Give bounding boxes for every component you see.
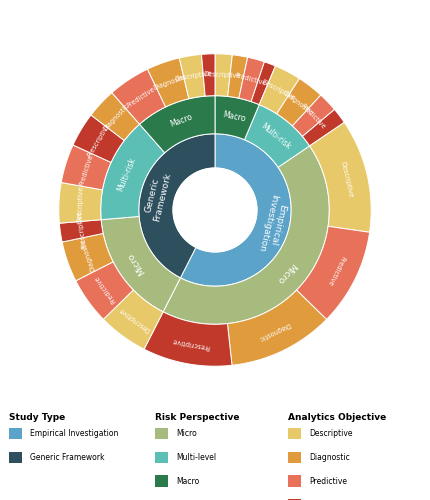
Text: Generic
Framework: Generic Framework [142, 170, 173, 223]
Bar [288, 499, 301, 500]
Text: Empirical
Investigation: Empirical Investigation [256, 193, 289, 254]
Text: Multi-risk: Multi-risk [116, 156, 138, 193]
Text: Macro: Macro [169, 112, 194, 129]
Polygon shape [245, 104, 310, 168]
Polygon shape [181, 134, 291, 286]
Bar [155, 476, 168, 486]
Text: Descriptive: Descriptive [260, 79, 296, 102]
Polygon shape [277, 78, 321, 126]
Polygon shape [202, 54, 215, 96]
Text: Analytics Objective: Analytics Objective [288, 412, 386, 422]
Polygon shape [62, 234, 113, 281]
Polygon shape [292, 95, 335, 136]
Polygon shape [215, 96, 259, 140]
Polygon shape [227, 290, 326, 366]
Text: Descriptive: Descriptive [204, 71, 241, 79]
Text: Predictive: Predictive [234, 72, 267, 86]
Text: Micro: Micro [176, 429, 197, 438]
Text: Descriptive: Descriptive [175, 70, 212, 83]
Polygon shape [101, 216, 181, 312]
Polygon shape [103, 290, 163, 349]
Text: Empirical Investigation: Empirical Investigation [30, 429, 119, 438]
Polygon shape [76, 262, 133, 320]
Polygon shape [302, 110, 344, 146]
Text: Prescriptive: Prescriptive [171, 336, 210, 349]
Polygon shape [163, 146, 329, 324]
Text: Descriptive: Descriptive [310, 429, 353, 438]
Text: Generic Framework: Generic Framework [30, 453, 104, 462]
Text: Descriptive: Descriptive [118, 306, 152, 332]
Bar [288, 452, 301, 463]
Text: Micro: Micro [126, 250, 147, 276]
Text: Diagnostic: Diagnostic [102, 103, 130, 132]
Text: Diagnostic: Diagnostic [282, 90, 313, 116]
Polygon shape [101, 124, 165, 220]
Text: Diagnostic: Diagnostic [310, 453, 350, 462]
Polygon shape [179, 54, 205, 98]
Polygon shape [112, 69, 166, 124]
Bar [9, 452, 22, 463]
Text: Multi-risk: Multi-risk [258, 122, 292, 151]
Bar [288, 428, 301, 439]
Polygon shape [215, 54, 232, 96]
Text: Predictive: Predictive [326, 254, 346, 286]
Text: Micro: Micro [275, 261, 298, 285]
Circle shape [173, 168, 257, 252]
Text: Diagnostic: Diagnostic [153, 74, 187, 91]
Text: Prescriptive: Prescriptive [86, 122, 112, 158]
Text: Study Type: Study Type [9, 412, 65, 422]
Polygon shape [91, 92, 140, 140]
Text: Macro: Macro [176, 476, 200, 486]
Text: Predictive: Predictive [125, 86, 156, 108]
Polygon shape [239, 58, 264, 102]
Bar [155, 428, 168, 439]
Text: Prescriptive: Prescriptive [75, 210, 87, 249]
Text: Multi-level: Multi-level [176, 453, 216, 462]
Bar [288, 476, 301, 486]
Polygon shape [140, 96, 215, 153]
Polygon shape [59, 182, 102, 223]
Text: Predictive: Predictive [78, 153, 94, 186]
Polygon shape [59, 220, 103, 242]
Polygon shape [251, 62, 276, 104]
Polygon shape [228, 55, 248, 98]
Polygon shape [73, 115, 124, 162]
Bar [155, 452, 168, 463]
Polygon shape [297, 226, 370, 320]
Text: Descriptive: Descriptive [340, 161, 354, 198]
Text: Descriptive: Descriptive [76, 185, 84, 222]
Polygon shape [147, 58, 189, 107]
Text: Diagnostic: Diagnostic [79, 238, 96, 272]
Polygon shape [61, 145, 111, 190]
Bar [9, 428, 22, 439]
Text: Risk Perspective: Risk Perspective [155, 412, 240, 422]
Text: Macro: Macro [221, 110, 246, 124]
Text: Predictive: Predictive [310, 476, 347, 486]
Text: Predictive: Predictive [299, 102, 326, 130]
Polygon shape [139, 134, 215, 278]
Polygon shape [259, 66, 299, 114]
Text: Predictive: Predictive [93, 274, 117, 304]
Text: Diagnostic: Diagnostic [257, 322, 291, 342]
Polygon shape [310, 122, 371, 232]
Polygon shape [144, 312, 232, 366]
